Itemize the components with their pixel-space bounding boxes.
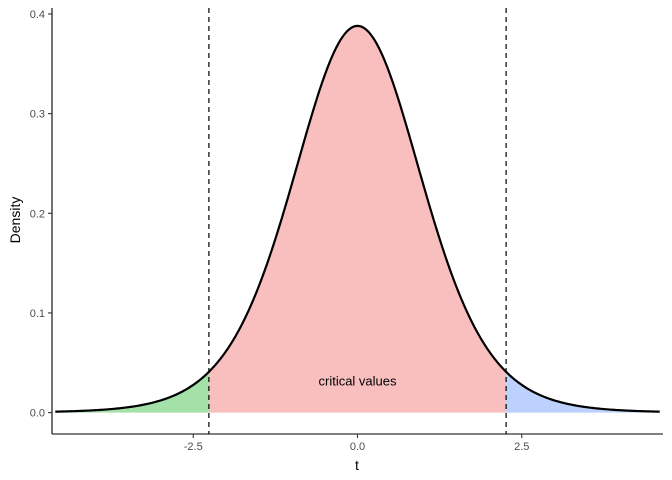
y-tick-label: 0.4 <box>30 9 45 21</box>
x-tick-label: 0.0 <box>350 441 365 453</box>
center-region <box>208 25 507 413</box>
x-axis-title: t <box>355 457 359 473</box>
y-tick-label: 0.2 <box>30 208 45 220</box>
y-axis-title: Density <box>7 197 23 244</box>
left-tail-region <box>55 371 209 413</box>
x-tick-label: -2.5 <box>184 441 203 453</box>
critical-value-lines <box>208 8 507 434</box>
density-curve <box>55 24 660 413</box>
y-tick-label: 0.1 <box>30 308 45 320</box>
x-axis-ticks: -2.5 0.0 2.5 <box>184 434 529 453</box>
x-tick-label: 2.5 <box>514 441 529 453</box>
shaded-regions <box>55 25 660 413</box>
y-axis-ticks: 0.0 0.1 0.2 0.3 0.4 <box>30 9 52 420</box>
y-tick-label: 0.0 <box>30 408 45 420</box>
critical-values-annotation: critical values <box>318 374 397 389</box>
right-tail-region <box>506 371 660 413</box>
y-tick-label: 0.3 <box>30 109 45 121</box>
